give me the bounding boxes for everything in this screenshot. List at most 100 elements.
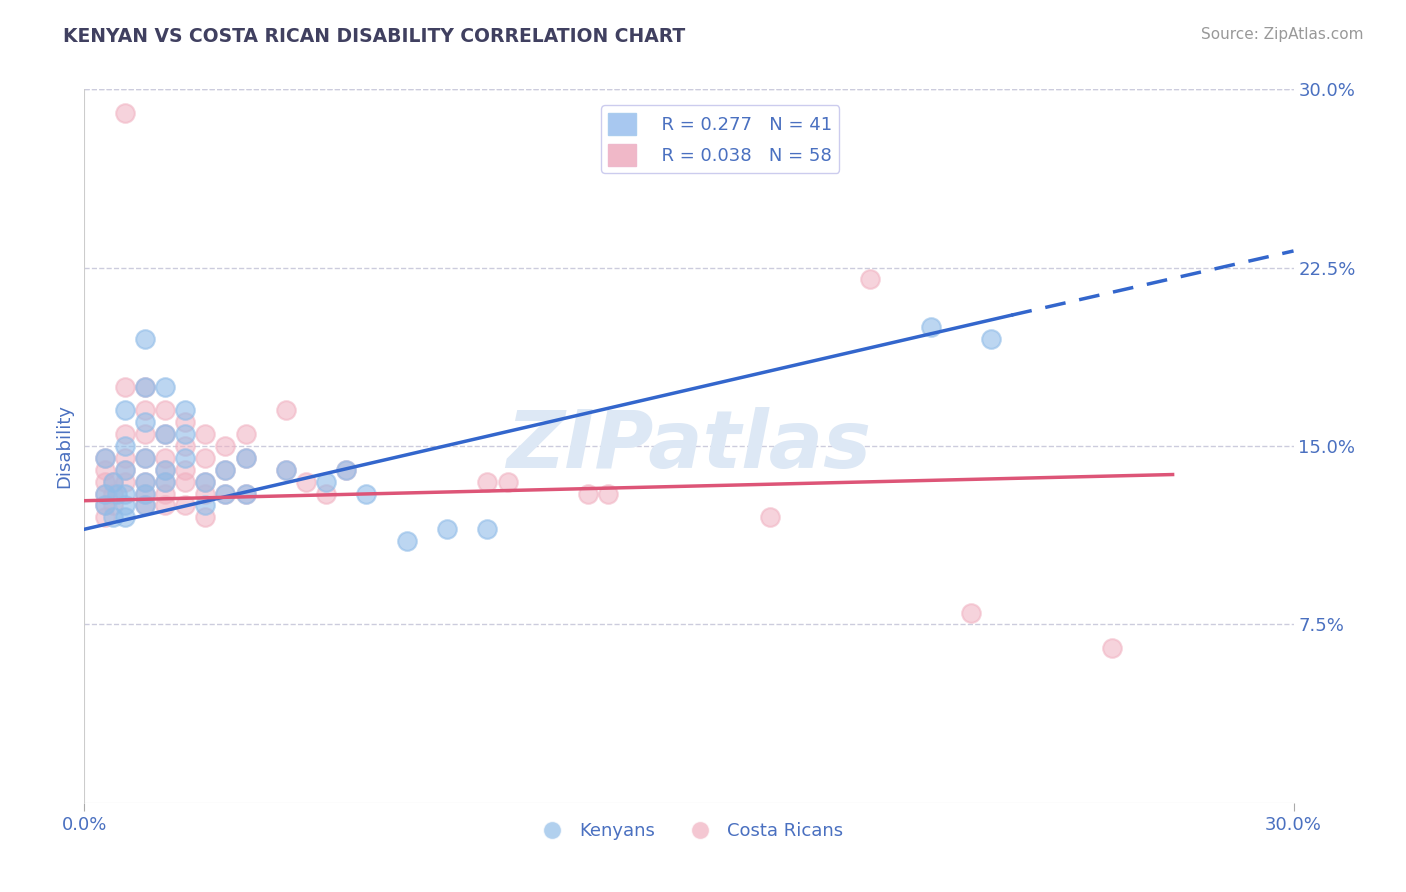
Point [134,332,156,346]
Point [576,486,599,500]
Point [134,450,156,465]
Point [920,320,942,334]
Text: Source: ZipAtlas.com: Source: ZipAtlas.com [1201,27,1364,42]
Point [114,427,136,442]
Point [153,486,176,500]
Point [114,439,136,453]
Point [194,450,217,465]
Point [153,427,176,442]
Point [101,486,124,500]
Point [93,486,115,500]
Point [356,486,378,500]
Point [1101,641,1123,656]
Point [114,486,136,500]
Point [174,499,197,513]
Point [235,450,257,465]
Point [153,499,176,513]
Point [235,486,257,500]
Point [134,427,156,442]
Point [134,379,156,393]
Point [93,450,115,465]
Point [214,463,236,477]
Point [194,475,217,489]
Point [274,463,297,477]
Point [315,486,337,500]
Point [134,450,156,465]
Point [436,522,458,536]
Point [134,415,156,429]
Point [960,606,983,620]
Point [93,510,115,524]
Point [598,486,620,500]
Point [134,379,156,393]
Point [134,475,156,489]
Point [114,463,136,477]
Point [335,463,357,477]
Point [174,427,197,442]
Legend: Kenyans, Costa Ricans: Kenyans, Costa Ricans [527,815,851,847]
Point [980,332,1002,346]
Point [93,450,115,465]
Point [395,534,418,549]
Point [194,475,217,489]
Point [758,510,780,524]
Point [153,379,176,393]
Point [496,475,519,489]
Point [114,106,136,120]
Point [174,475,197,489]
Point [174,415,197,429]
Point [477,522,499,536]
Point [194,486,217,500]
Point [134,403,156,417]
Point [134,499,156,513]
Point [194,499,217,513]
Point [477,475,499,489]
Point [153,427,176,442]
Point [153,463,176,477]
Point [174,439,197,453]
Point [114,450,136,465]
Point [114,510,136,524]
Point [295,475,318,489]
Point [134,499,156,513]
Point [214,463,236,477]
Point [134,486,156,500]
Point [153,475,176,489]
Point [114,379,136,393]
Point [93,499,115,513]
Point [93,486,115,500]
Point [114,499,136,513]
Point [101,475,124,489]
Point [174,450,197,465]
Point [274,403,297,417]
Point [153,475,176,489]
Point [101,499,124,513]
Point [214,439,236,453]
Point [114,475,136,489]
Point [153,450,176,465]
Point [274,463,297,477]
Point [93,499,115,513]
Point [194,510,217,524]
Point [101,510,124,524]
Point [235,486,257,500]
Point [235,450,257,465]
Point [134,486,156,500]
Point [214,486,236,500]
Point [134,475,156,489]
Text: ZIPatlas: ZIPatlas [506,407,872,485]
Text: KENYAN VS COSTA RICAN DISABILITY CORRELATION CHART: KENYAN VS COSTA RICAN DISABILITY CORRELA… [63,27,686,45]
Point [105,486,128,500]
Point [114,403,136,417]
Point [174,403,197,417]
Point [93,463,115,477]
Point [315,475,337,489]
Point [153,403,176,417]
Point [194,427,217,442]
Point [174,463,197,477]
Y-axis label: Disability: Disability [55,404,73,488]
Point [859,272,882,286]
Point [335,463,357,477]
Point [214,486,236,500]
Point [93,475,115,489]
